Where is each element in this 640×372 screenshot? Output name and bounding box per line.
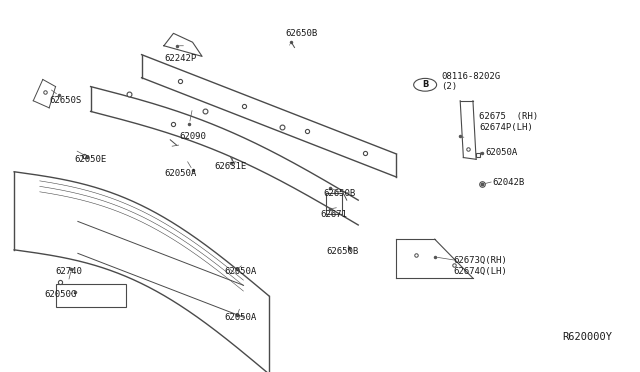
Text: 62050A: 62050A <box>225 267 257 276</box>
Text: 62650B: 62650B <box>285 29 317 38</box>
Text: 62050A: 62050A <box>486 148 518 157</box>
Text: 62650B: 62650B <box>323 189 355 198</box>
Text: 62050A: 62050A <box>164 169 196 178</box>
Text: 62650S: 62650S <box>49 96 81 105</box>
Text: R620000Y: R620000Y <box>562 332 612 342</box>
Text: 62090: 62090 <box>180 132 207 141</box>
FancyBboxPatch shape <box>56 283 125 307</box>
Text: B: B <box>422 80 428 89</box>
Text: 62740: 62740 <box>56 267 83 276</box>
Text: 62671: 62671 <box>320 210 347 219</box>
Text: 62673Q(RH)
62674Q(LH): 62673Q(RH) 62674Q(LH) <box>454 256 508 276</box>
Text: 62042B: 62042B <box>492 178 524 187</box>
Text: 62675  (RH)
62674P(LH): 62675 (RH) 62674P(LH) <box>479 112 538 132</box>
Text: 62050A: 62050A <box>225 313 257 322</box>
Text: 62050E: 62050E <box>75 155 107 164</box>
Text: 62650B: 62650B <box>326 247 358 256</box>
Text: 62242P: 62242P <box>164 54 196 62</box>
Text: 08116-8202G
(2): 08116-8202G (2) <box>441 71 500 91</box>
Text: 62050G: 62050G <box>45 290 77 299</box>
Text: 62631E: 62631E <box>215 162 247 171</box>
